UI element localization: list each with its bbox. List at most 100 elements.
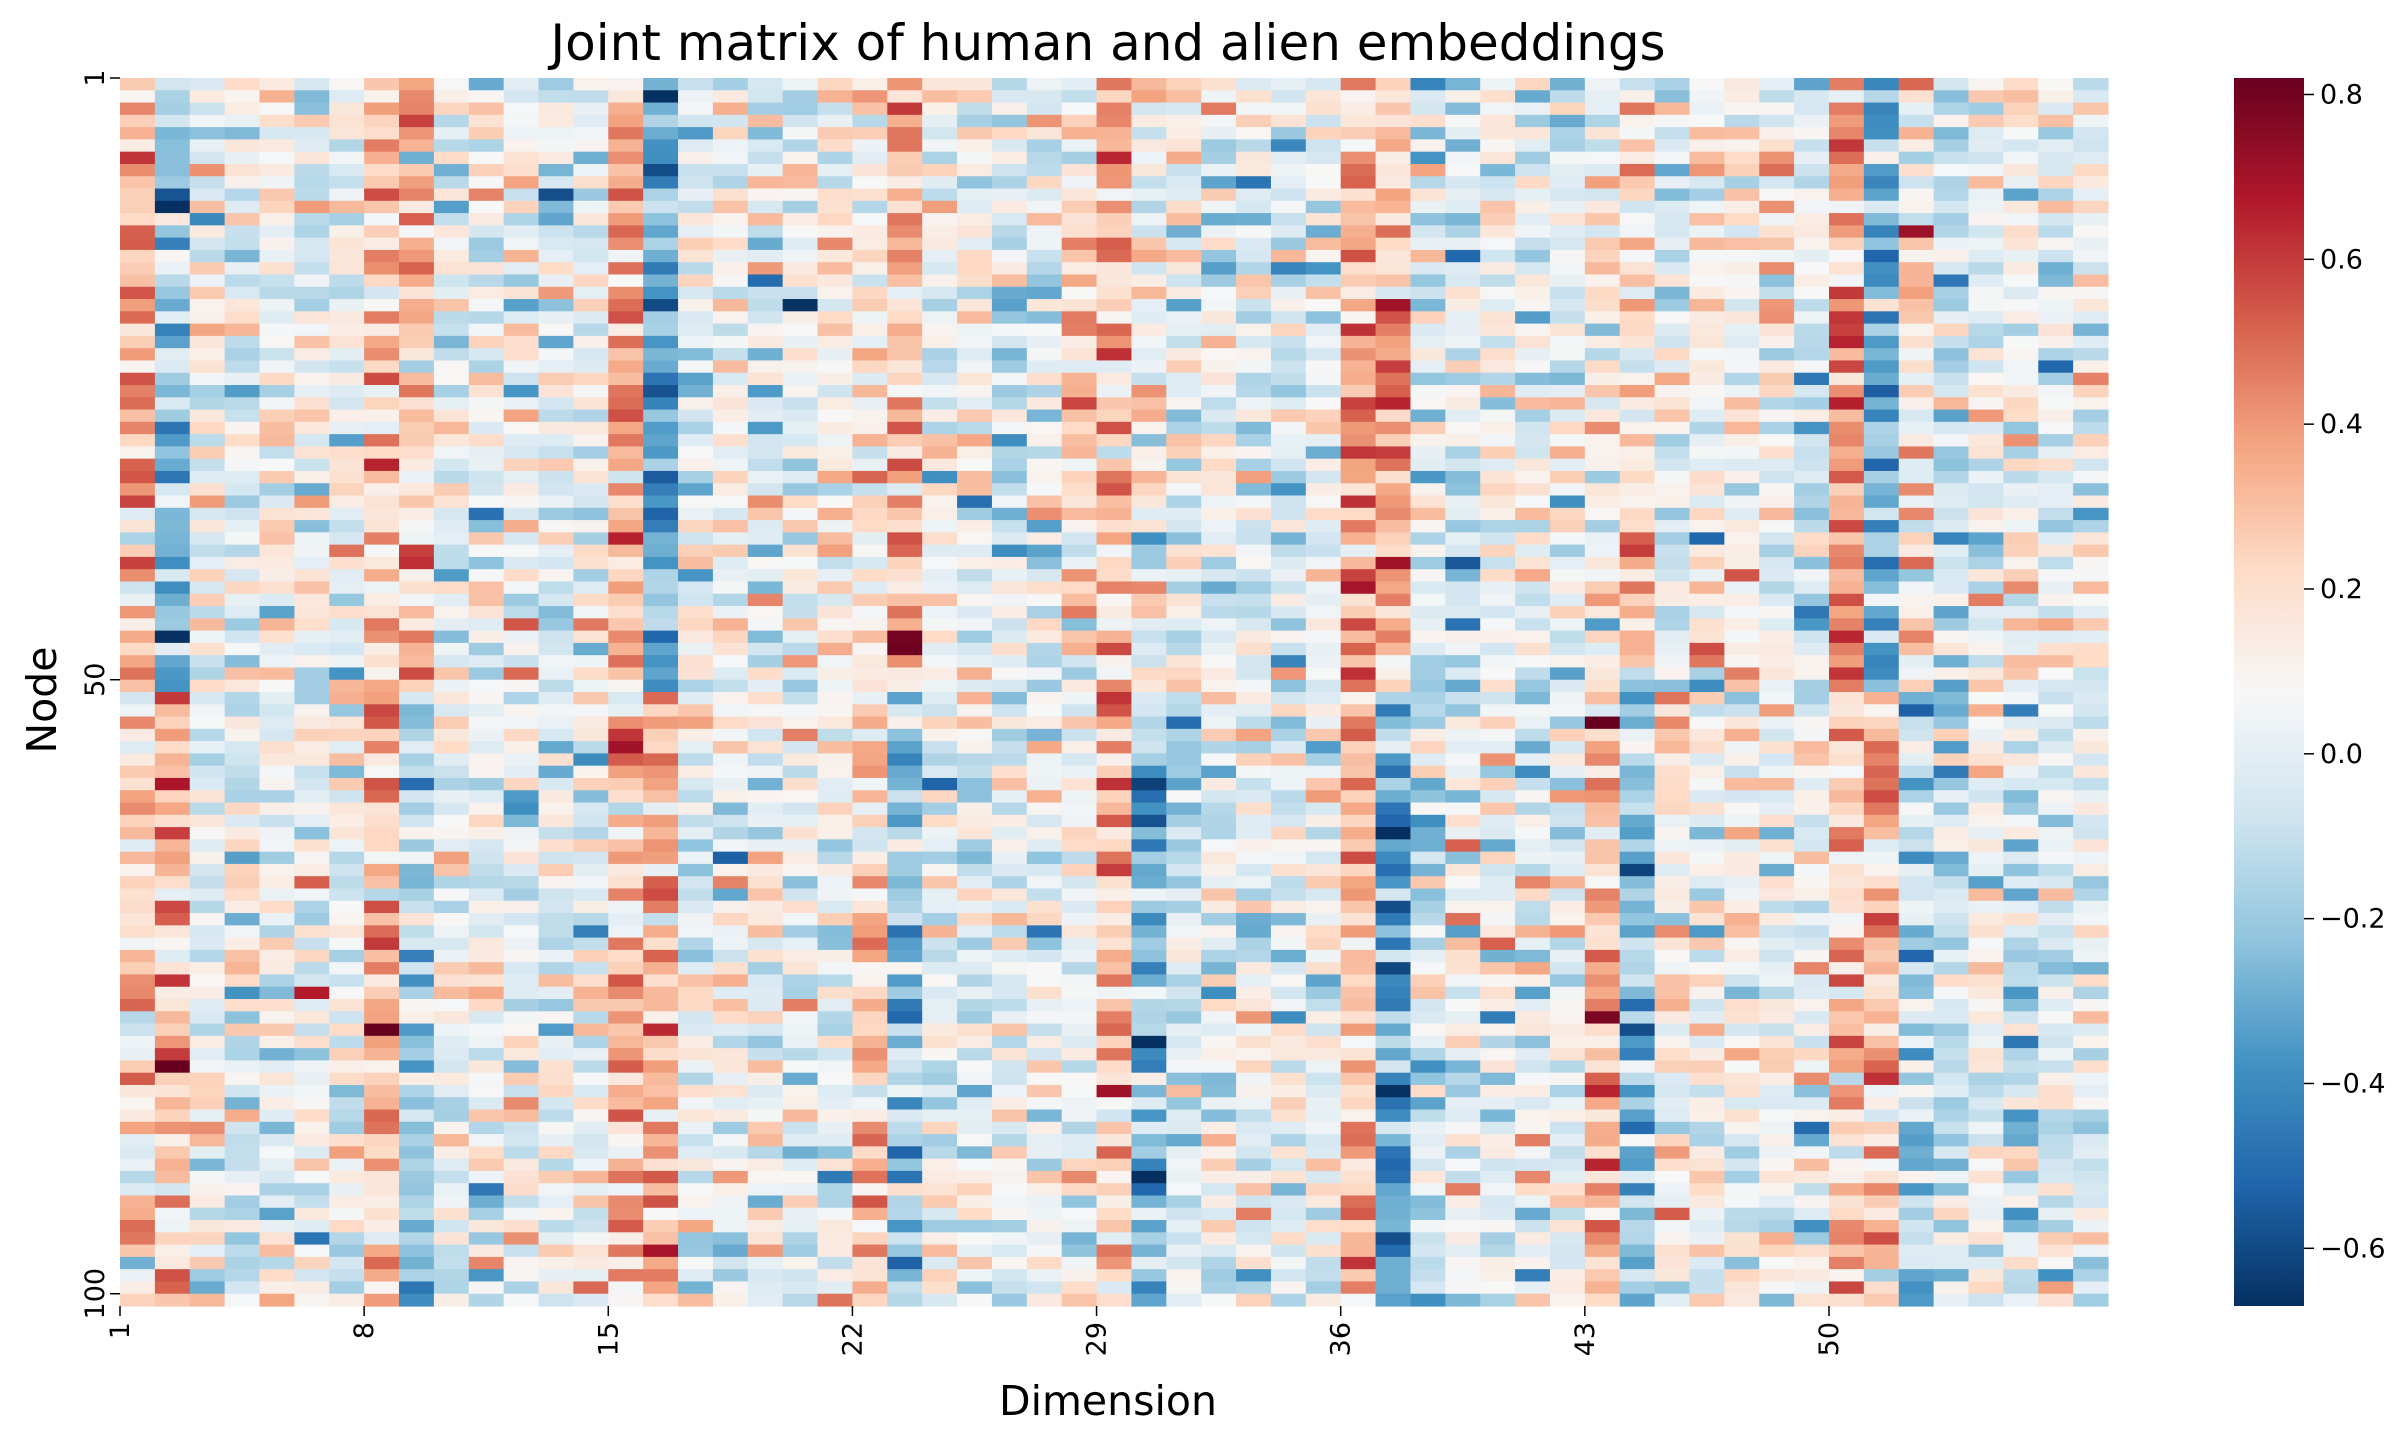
heatmap-cell [852, 458, 888, 472]
heatmap-cell [1480, 728, 1516, 742]
heatmap-cell [189, 127, 226, 140]
heatmap-cell [259, 974, 295, 988]
heatmap-cell [1305, 569, 1342, 583]
heatmap-cell [1828, 483, 1865, 497]
heatmap-cell [1549, 139, 1586, 153]
heatmap-cell [1794, 949, 1830, 963]
heatmap-cell [608, 630, 644, 644]
heatmap-cell [1026, 692, 1063, 705]
heatmap-cell [1131, 544, 1167, 558]
heatmap-cell [1828, 520, 1865, 533]
heatmap-cell [1236, 495, 1272, 509]
heatmap-cell [1131, 851, 1167, 865]
heatmap-cell [1724, 532, 1760, 546]
heatmap-cell [1549, 360, 1586, 374]
heatmap-cell [2038, 335, 2074, 349]
heatmap-cell [503, 728, 540, 742]
heatmap-cell [1584, 704, 1621, 718]
heatmap-cell [503, 409, 540, 423]
heatmap-cell [1968, 495, 2004, 509]
heatmap-cell [154, 114, 191, 128]
heatmap-cell [1549, 1084, 1586, 1098]
heatmap-cell [1759, 1035, 1795, 1049]
heatmap-cell [1619, 446, 1656, 460]
heatmap-cell [1480, 213, 1516, 226]
heatmap-cell [364, 372, 400, 386]
heatmap-cell [189, 937, 226, 951]
heatmap-cell [1340, 777, 1377, 791]
heatmap-cell [1724, 692, 1760, 705]
heatmap-cell [189, 1097, 226, 1111]
heatmap-cell [1340, 679, 1377, 693]
heatmap-cell [1026, 986, 1063, 1000]
heatmap-cell [364, 1023, 400, 1037]
heatmap-cell [1480, 262, 1516, 276]
heatmap-cell [1619, 900, 1656, 914]
heatmap-cell [399, 360, 435, 374]
heatmap-cell [2038, 163, 2074, 177]
heatmap-cell [1933, 937, 1970, 951]
heatmap-cell [887, 716, 923, 730]
heatmap-cell [259, 630, 295, 644]
heatmap-cell [433, 1097, 470, 1111]
heatmap-cell [643, 888, 679, 902]
heatmap-cell [608, 237, 644, 251]
heatmap-cell [2073, 495, 2109, 509]
heatmap-cell [1410, 925, 1446, 939]
heatmap-cell [1236, 962, 1272, 976]
heatmap-cell [2073, 569, 2109, 583]
heatmap-cell [1340, 213, 1377, 226]
heatmap-cell [1270, 495, 1307, 509]
heatmap-cell [1166, 372, 1202, 386]
heatmap-cell [294, 1072, 330, 1086]
heatmap-cell [817, 1146, 854, 1160]
heatmap-cell [1968, 397, 2004, 411]
heatmap-cell [1724, 937, 1760, 951]
heatmap-cell [1131, 213, 1167, 226]
heatmap-cell [1549, 1109, 1586, 1123]
heatmap-cell [1898, 348, 1935, 362]
heatmap-cell [189, 299, 226, 312]
heatmap-cell [1201, 237, 1237, 251]
heatmap-cell [433, 728, 470, 742]
heatmap-cell [922, 348, 958, 362]
heatmap-cell [991, 483, 1028, 497]
heatmap-cell [2038, 1121, 2074, 1135]
heatmap-cell [1236, 385, 1272, 398]
heatmap-cell [1759, 876, 1795, 890]
heatmap-cell [1061, 299, 1098, 312]
heatmap-cell [1863, 827, 1900, 840]
heatmap-cell [1305, 532, 1342, 546]
heatmap-cell [1236, 974, 1272, 988]
heatmap-cell [2073, 421, 2109, 435]
heatmap-cell [364, 163, 400, 177]
heatmap-cell [1863, 237, 1900, 251]
heatmap-cell [782, 1097, 819, 1111]
heatmap-cell [1201, 581, 1237, 595]
heatmap-cell [538, 458, 575, 472]
heatmap-cell [503, 900, 540, 914]
heatmap-cell [1724, 434, 1760, 447]
heatmap-cell [2073, 1060, 2109, 1074]
heatmap-cell [1898, 802, 1935, 816]
heatmap-cell [1515, 176, 1551, 190]
heatmap-cell [1863, 630, 1900, 644]
heatmap-cell [922, 127, 958, 140]
heatmap-cell [1619, 1060, 1656, 1074]
heatmap-cell [1061, 581, 1098, 595]
heatmap-cell [1480, 151, 1516, 165]
heatmap-cell [678, 802, 714, 816]
heatmap-cell [2038, 200, 2074, 214]
heatmap-cell [1026, 1097, 1063, 1111]
heatmap-cell [1515, 200, 1551, 214]
heatmap-cell [294, 999, 330, 1012]
heatmap-cell [399, 90, 435, 104]
heatmap-cell [1305, 385, 1342, 398]
heatmap-cell [1898, 102, 1935, 116]
heatmap-cell [1270, 692, 1307, 705]
heatmap-cell [747, 1134, 784, 1147]
heatmap-cell [1828, 863, 1865, 877]
heatmap-cell [991, 655, 1028, 669]
heatmap-cell [678, 962, 714, 976]
heatmap-cell [1515, 421, 1551, 435]
